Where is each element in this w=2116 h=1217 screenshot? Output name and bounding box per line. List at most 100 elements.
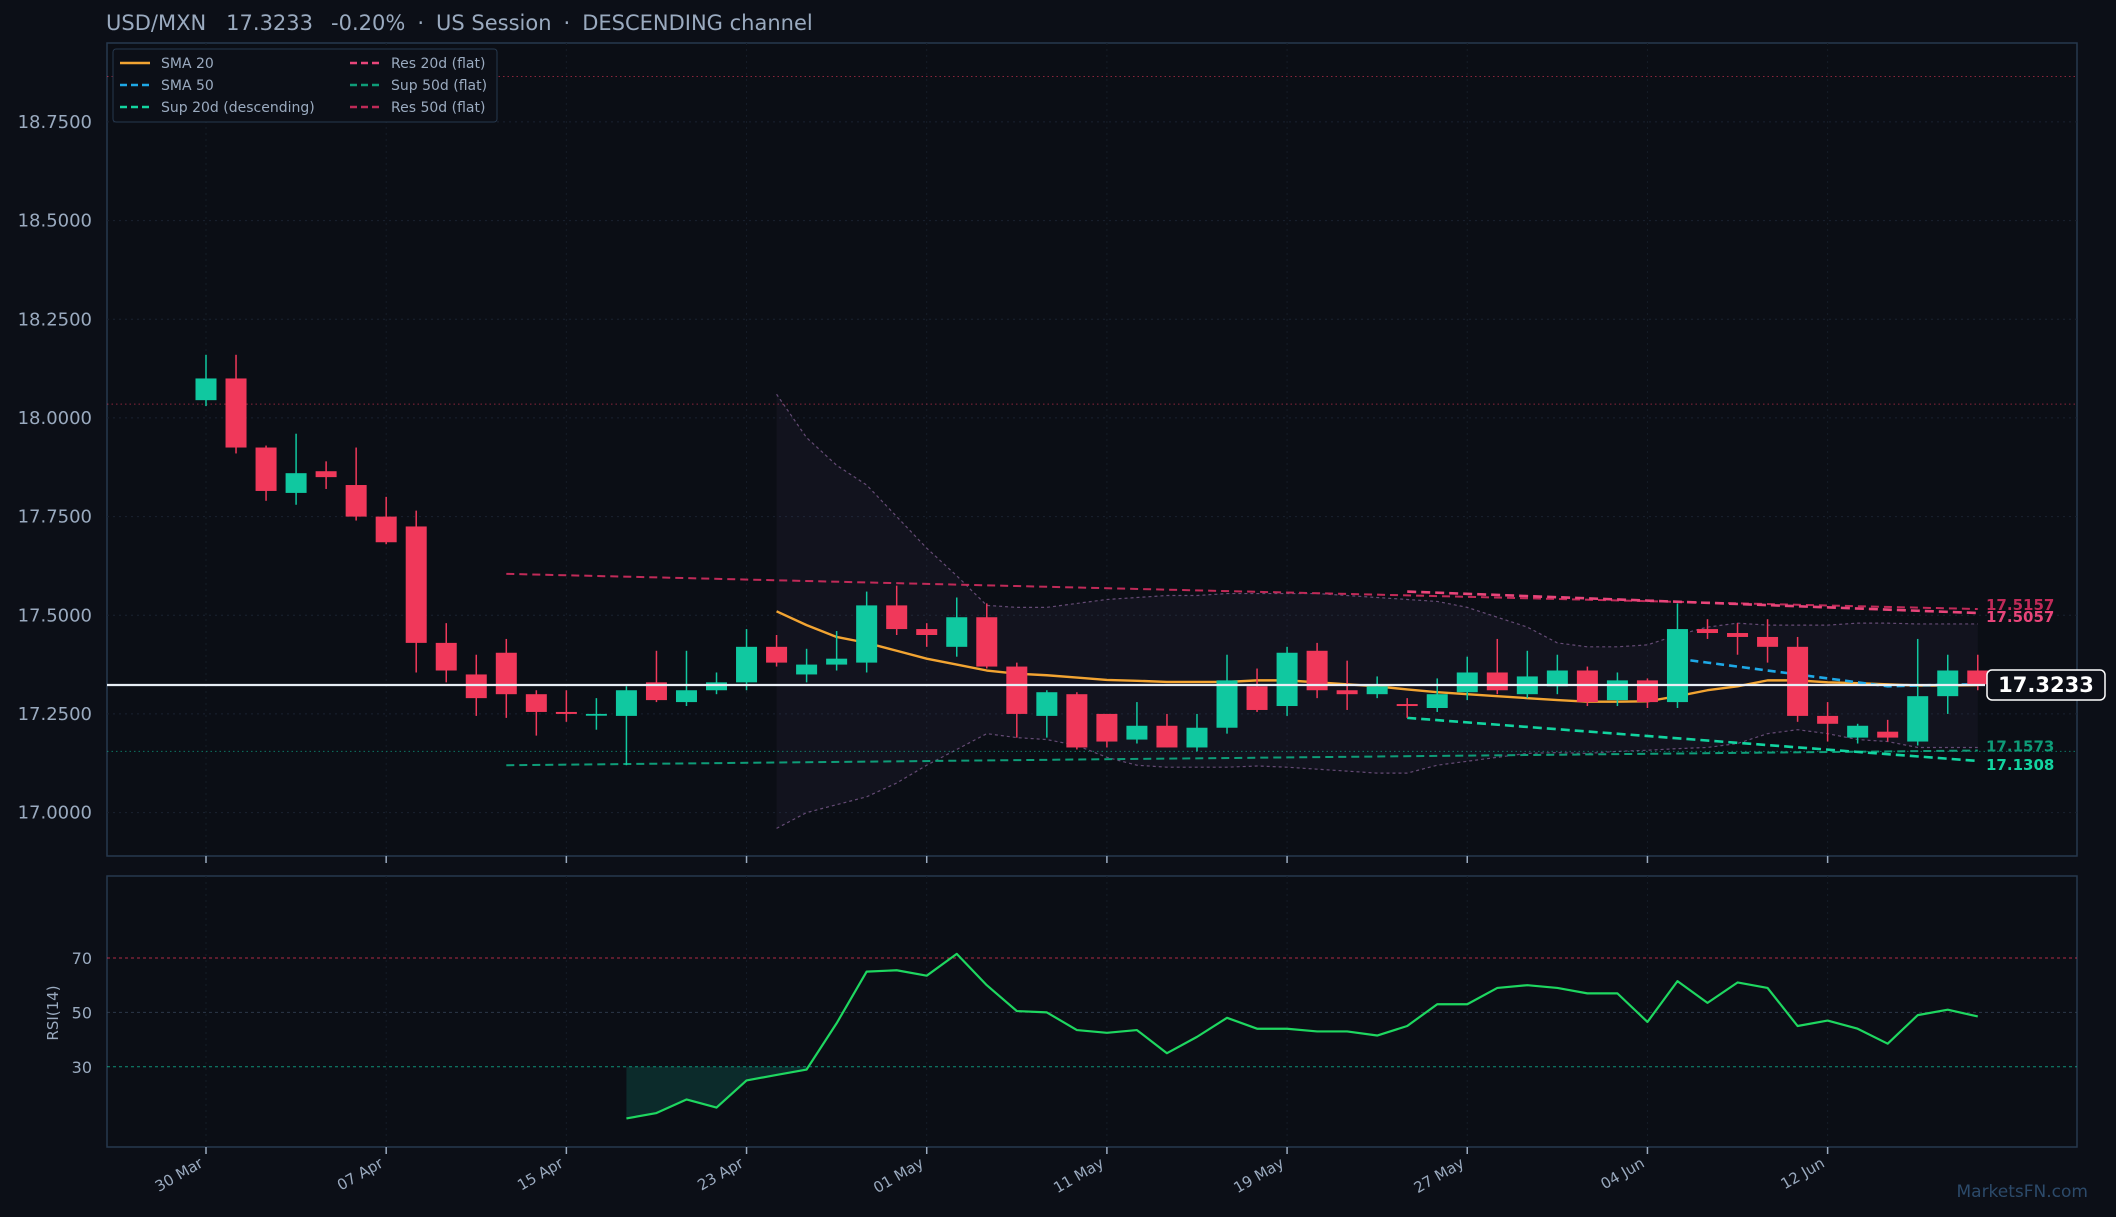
candle-body: [826, 658, 848, 665]
candle-body: [1697, 629, 1718, 634]
rsi-grid: [107, 876, 2077, 1154]
sup20-level-label: 17.1308: [1986, 756, 2054, 774]
price-grid: [107, 43, 2077, 856]
res20-level-label: 17.5057: [1986, 608, 2054, 626]
candle-body: [1426, 694, 1448, 709]
separator: ·: [417, 11, 424, 35]
candle-body: [1727, 633, 1749, 637]
candle: [1546, 654, 1568, 695]
candle: [1306, 642, 1328, 699]
candle: [826, 631, 848, 671]
candles: [195, 354, 1989, 766]
candle: [1096, 713, 1118, 748]
price-y-axis: 17.0000 17.2500 17.5000 17.7500 18.0000 18.25…: [18, 112, 92, 824]
candle: [1666, 603, 1688, 709]
candle: [976, 603, 998, 669]
candle-body: [1366, 686, 1388, 695]
candle: [1877, 719, 1899, 742]
session: US Session: [436, 11, 552, 35]
candle: [405, 510, 427, 673]
candle: [766, 634, 788, 667]
candle: [615, 686, 637, 766]
candle-body: [796, 664, 818, 675]
legend-label: SMA 20: [161, 56, 214, 72]
legend-label: Res 50d (flat): [391, 100, 485, 116]
candle: [1847, 723, 1869, 744]
price-tick-label: 18.2500: [18, 309, 92, 330]
price-tick-label: 17.5000: [18, 605, 92, 626]
candle: [1156, 713, 1178, 748]
candle-body: [1006, 666, 1028, 714]
price-panel-frame: [106, 42, 2078, 857]
candle-body: [706, 682, 728, 691]
candle-body: [1847, 725, 1869, 738]
candle: [1907, 638, 1929, 746]
legend-box: [112, 48, 498, 123]
candle: [555, 690, 577, 722]
candle: [345, 447, 367, 521]
rsi-axis-label: RSI(14): [44, 985, 62, 1040]
candle-body: [1546, 670, 1568, 687]
legend-label: Sup 20d (descending): [161, 100, 315, 116]
watermark: MarketsFN.com: [1956, 1182, 2088, 1202]
candle-body: [886, 605, 908, 630]
symbol: USD/MXN: [106, 11, 206, 35]
sup20-line: [1407, 716, 1978, 763]
candle-body: [976, 617, 998, 667]
candle-body: [1666, 629, 1688, 703]
candle: [796, 648, 818, 683]
chart-title: USD/MXN 17.3233 -0.20% · US Session · DESCENDI…: [106, 11, 813, 35]
candle: [225, 354, 247, 454]
sup50-level-label: 17.1573: [1986, 738, 2054, 756]
bollinger-upper: [776, 393, 1978, 648]
change: -0.20%: [331, 11, 405, 35]
price-badge: 17.3233: [1986, 669, 2106, 701]
candle: [1036, 690, 1058, 738]
candle: [525, 690, 547, 736]
candle-body: [1126, 725, 1148, 740]
sup50-line: [506, 749, 1978, 767]
bollinger-lower: [776, 729, 1978, 829]
candle-body: [285, 473, 307, 493]
candle: [1246, 668, 1268, 712]
candle-body: [1186, 727, 1208, 748]
price-badge-text: 17.3233: [1998, 673, 2094, 697]
rsi-tick-label: 30: [72, 1058, 92, 1077]
candle: [585, 698, 607, 730]
candle-body: [1456, 672, 1478, 693]
candle: [1576, 666, 1598, 707]
candle: [195, 354, 217, 407]
candle-body: [766, 646, 788, 663]
price-tick-label: 17.7500: [18, 507, 92, 528]
separator: ·: [564, 11, 571, 35]
candle-body: [1096, 713, 1118, 742]
candle-body: [1066, 694, 1088, 748]
channel-lines: [506, 572, 1978, 767]
candle: [1757, 619, 1779, 663]
candle-body: [405, 526, 427, 643]
candle-body: [195, 378, 217, 401]
candle: [1216, 654, 1238, 734]
candle-body: [495, 652, 517, 695]
candle-body: [645, 682, 667, 701]
candle: [1396, 698, 1418, 718]
candle-body: [1787, 646, 1809, 716]
candle-body: [1937, 670, 1959, 697]
candle-body: [1396, 704, 1418, 707]
legend-label: Res 20d (flat): [391, 56, 485, 72]
candle: [285, 433, 307, 505]
candle-body: [315, 471, 337, 478]
candle-body: [1276, 652, 1298, 707]
legend-label: Sup 50d (flat): [391, 78, 487, 94]
candle: [255, 445, 277, 501]
candle: [375, 496, 397, 545]
rsi-series-line: [626, 952, 1979, 1120]
candle: [675, 650, 697, 707]
price-x-ticks: [205, 856, 1829, 863]
candle: [315, 461, 337, 489]
candle: [645, 650, 667, 703]
channel: DESCENDING channel: [582, 11, 813, 35]
res20-line: [1407, 590, 1978, 615]
rsi-line: [626, 952, 1979, 1120]
